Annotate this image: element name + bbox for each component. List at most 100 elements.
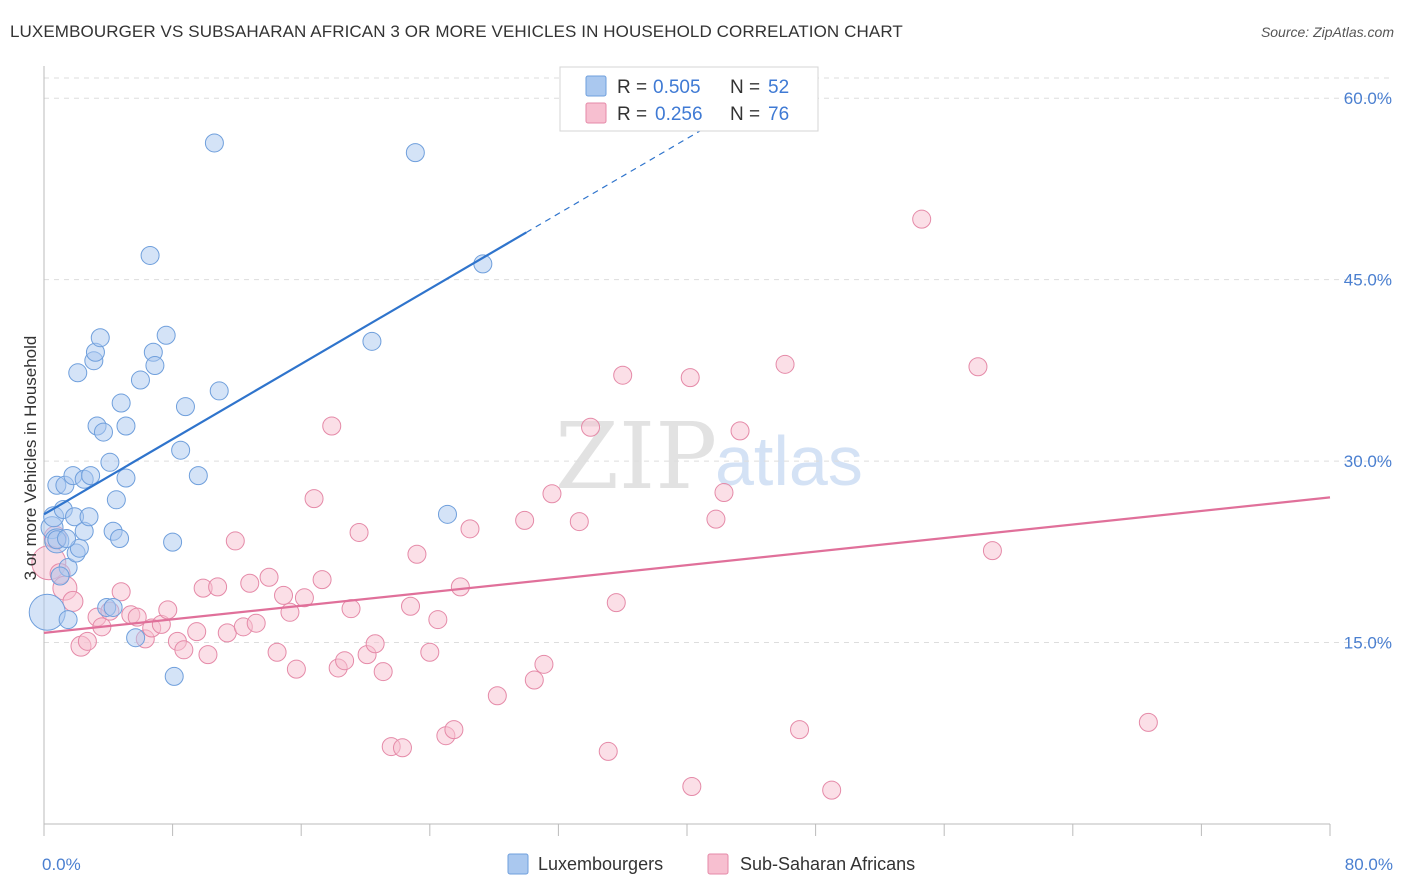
sub-saharan-point-59	[569, 512, 589, 532]
luxembourger-point-29	[111, 393, 131, 413]
luxembourger-point-39	[164, 666, 184, 686]
sub-saharan-point-75	[1138, 712, 1158, 732]
series-legend-swatch-luxembourgers	[507, 853, 529, 875]
sub-saharan-point-42	[365, 634, 385, 654]
luxembourger-point-27	[106, 490, 126, 510]
sub-saharan-point-68	[730, 421, 750, 441]
sub-saharan-point-35	[312, 570, 332, 590]
sub-saharan-point-23	[217, 623, 237, 643]
sub-saharan-point-65	[680, 368, 700, 388]
sub-saharan-point-18	[174, 640, 194, 660]
luxembourger-point-12	[68, 363, 88, 383]
sub-saharan-point-45	[392, 738, 412, 758]
luxembourger-point-16	[79, 507, 99, 527]
sub-saharan-point-51	[444, 720, 464, 740]
luxembourger-point-36	[145, 356, 165, 376]
sub-saharan-point-28	[259, 567, 279, 587]
sub-saharan-point-60	[581, 417, 601, 437]
sub-saharan-point-24	[225, 531, 245, 551]
sub-saharan-point-30	[274, 585, 294, 605]
sub-saharan-point-70	[790, 720, 810, 740]
sub-saharan-point-67	[714, 483, 734, 503]
x-tick-labels: 0.0% 80.0%	[42, 855, 1393, 874]
series-legend-luxembourgers: Luxembourgers	[538, 854, 663, 874]
legend-swatch-pink	[585, 102, 607, 124]
sub-saharan-point-66	[706, 509, 726, 529]
series-legend-swatch-sub-saharan	[707, 853, 729, 875]
legend-n-value-2: 76	[768, 104, 789, 125]
legend-r-value-2: 0.256	[655, 104, 703, 125]
sub-saharan-point-58	[542, 484, 562, 504]
sub-saharan-point-69	[775, 354, 795, 374]
sub-saharan-point-26	[240, 573, 260, 593]
y-tick-label-1: 30.0%	[1344, 452, 1392, 471]
luxembourger-point-34	[140, 245, 160, 265]
y-tick-labels: 15.0% 30.0% 45.0% 60.0%	[1344, 89, 1392, 652]
y-axis-label: 3 or more Vehicles in Household	[21, 336, 40, 581]
luxembourger-point-45	[362, 331, 382, 351]
sub-saharan-point-55	[515, 510, 535, 530]
luxembourger-point-28	[110, 529, 130, 549]
sub-saharan-point-32	[286, 659, 306, 679]
sub-saharan-africans-trendline	[43, 496, 1331, 634]
source-credit: Source: ZipAtlas.com	[1260, 24, 1394, 40]
sub-saharan-point-34	[304, 489, 324, 509]
luxembourger-point-32	[126, 628, 146, 648]
watermark: ZIP atlas	[555, 403, 863, 510]
sub-saharan-point-38	[335, 651, 355, 671]
sub-saharan-point-63	[613, 365, 633, 385]
legend-r-label-2: R =	[617, 104, 647, 125]
luxembourger-point-33	[130, 370, 150, 390]
luxembourger-point-8	[58, 610, 78, 630]
sub-saharan-point-21	[198, 645, 218, 665]
sub-saharan-point-10	[111, 582, 131, 602]
gridlines	[44, 77, 1392, 644]
luxembourger-point-47	[437, 504, 457, 524]
sub-saharan-point-46	[401, 596, 421, 616]
x-tick-label-0: 0.0%	[42, 855, 81, 874]
luxembourger-point-24	[100, 452, 120, 472]
luxembourger-point-44	[209, 381, 229, 401]
sub-saharan-point-74	[982, 541, 1002, 561]
luxembourger-point-0	[28, 593, 66, 631]
correlation-legend: R = 0.505 N = 52 R = 0.256 N = 76	[559, 66, 819, 132]
sub-saharan-point-61	[598, 741, 618, 761]
luxembourger-point-25	[103, 597, 123, 617]
luxembourgers-trendline	[43, 231, 527, 516]
luxembourger-point-31	[116, 468, 136, 488]
luxembourger-point-37	[156, 325, 176, 345]
sub-saharan-africans-points	[31, 209, 1158, 800]
sub-saharan-point-6	[77, 631, 97, 651]
legend-n-value-1: 52	[768, 77, 789, 98]
y-tick-label-0: 15.0%	[1344, 634, 1392, 653]
sub-saharan-point-22	[208, 577, 228, 597]
legend-n-label-1: N =	[730, 77, 760, 98]
sub-saharan-point-49	[428, 610, 448, 630]
sub-saharan-point-62	[606, 593, 626, 613]
luxembourger-point-40	[171, 440, 191, 460]
sub-saharan-point-27	[246, 613, 266, 633]
sub-saharan-point-56	[524, 670, 544, 690]
sub-saharan-point-29	[267, 642, 287, 662]
sub-saharan-point-39	[341, 599, 361, 619]
luxembourger-point-43	[204, 133, 224, 153]
legend-swatch-blue	[585, 75, 607, 97]
axes	[43, 66, 1331, 836]
series-legend-sub-saharan-africans: Sub-Saharan Africans	[740, 854, 915, 874]
luxembourger-point-22	[93, 422, 113, 442]
chart-title: LUXEMBOURGER VS SUBSAHARAN AFRICAN 3 OR …	[10, 22, 903, 41]
sub-saharan-point-53	[460, 519, 480, 539]
luxembourger-point-38	[163, 532, 183, 552]
luxembourger-point-51	[57, 529, 77, 549]
sub-saharan-point-16	[158, 600, 178, 620]
sub-saharan-point-40	[349, 522, 369, 542]
sub-saharan-point-57	[534, 654, 554, 674]
y-tick-label-2: 45.0%	[1344, 271, 1392, 290]
legend-r-value-1: 0.505	[653, 77, 701, 98]
luxembourger-point-42	[188, 466, 208, 486]
luxembourger-point-30	[116, 416, 136, 436]
sub-saharan-point-48	[420, 642, 440, 662]
series-legend: Luxembourgers Sub-Saharan Africans	[507, 853, 915, 875]
luxembourgers-points	[28, 133, 493, 686]
